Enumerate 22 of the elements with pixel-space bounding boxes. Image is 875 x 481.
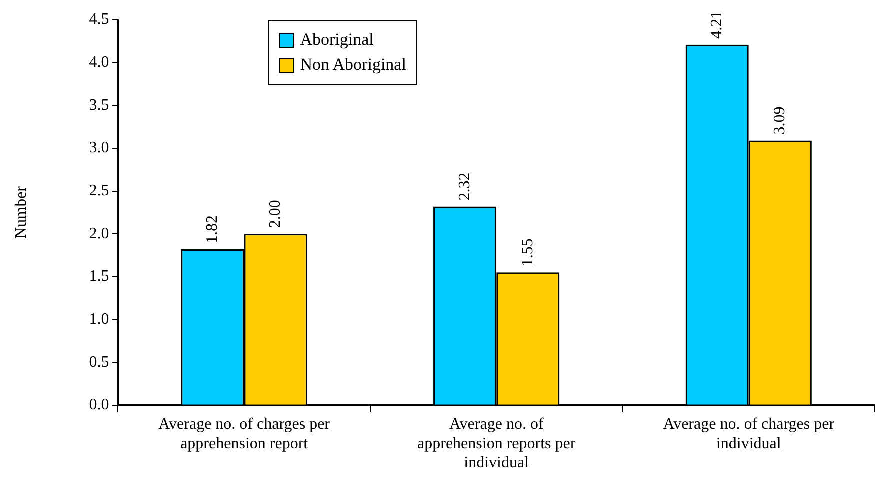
y-tick-label: 3.0 [89,140,110,157]
data-label: 1.55 [519,238,536,267]
x-tick-label: Average no. of charges per individual [663,416,836,452]
data-label: 2.00 [267,200,284,228]
y-tick-label: 4.0 [89,54,110,72]
data-label: 4.21 [708,10,726,39]
y-axis-title: Number [12,186,30,239]
data-label: 1.82 [204,216,222,244]
y-tick-label: 2.0 [89,225,110,242]
data-label: 3.09 [772,106,789,135]
y-tick-label: 1.0 [89,310,110,328]
y-tick-label: 1.5 [89,268,110,286]
y-tick-label: 0.5 [89,354,110,371]
data-label: 2.32 [456,172,474,201]
legend-label: Aboriginal [300,30,374,50]
y-tick-label: 4.5 [89,11,110,28]
y-tick-label: 3.5 [89,96,110,114]
x-tick-label: Average no. of charges per apprehension report [158,416,331,452]
x-tick-label: Average no. of apprehension reports per individual [418,416,576,472]
legend-label: Non Aboriginal [300,55,406,75]
y-tick-label: 0.0 [89,396,110,414]
y-tick-label: 2.5 [89,182,110,200]
